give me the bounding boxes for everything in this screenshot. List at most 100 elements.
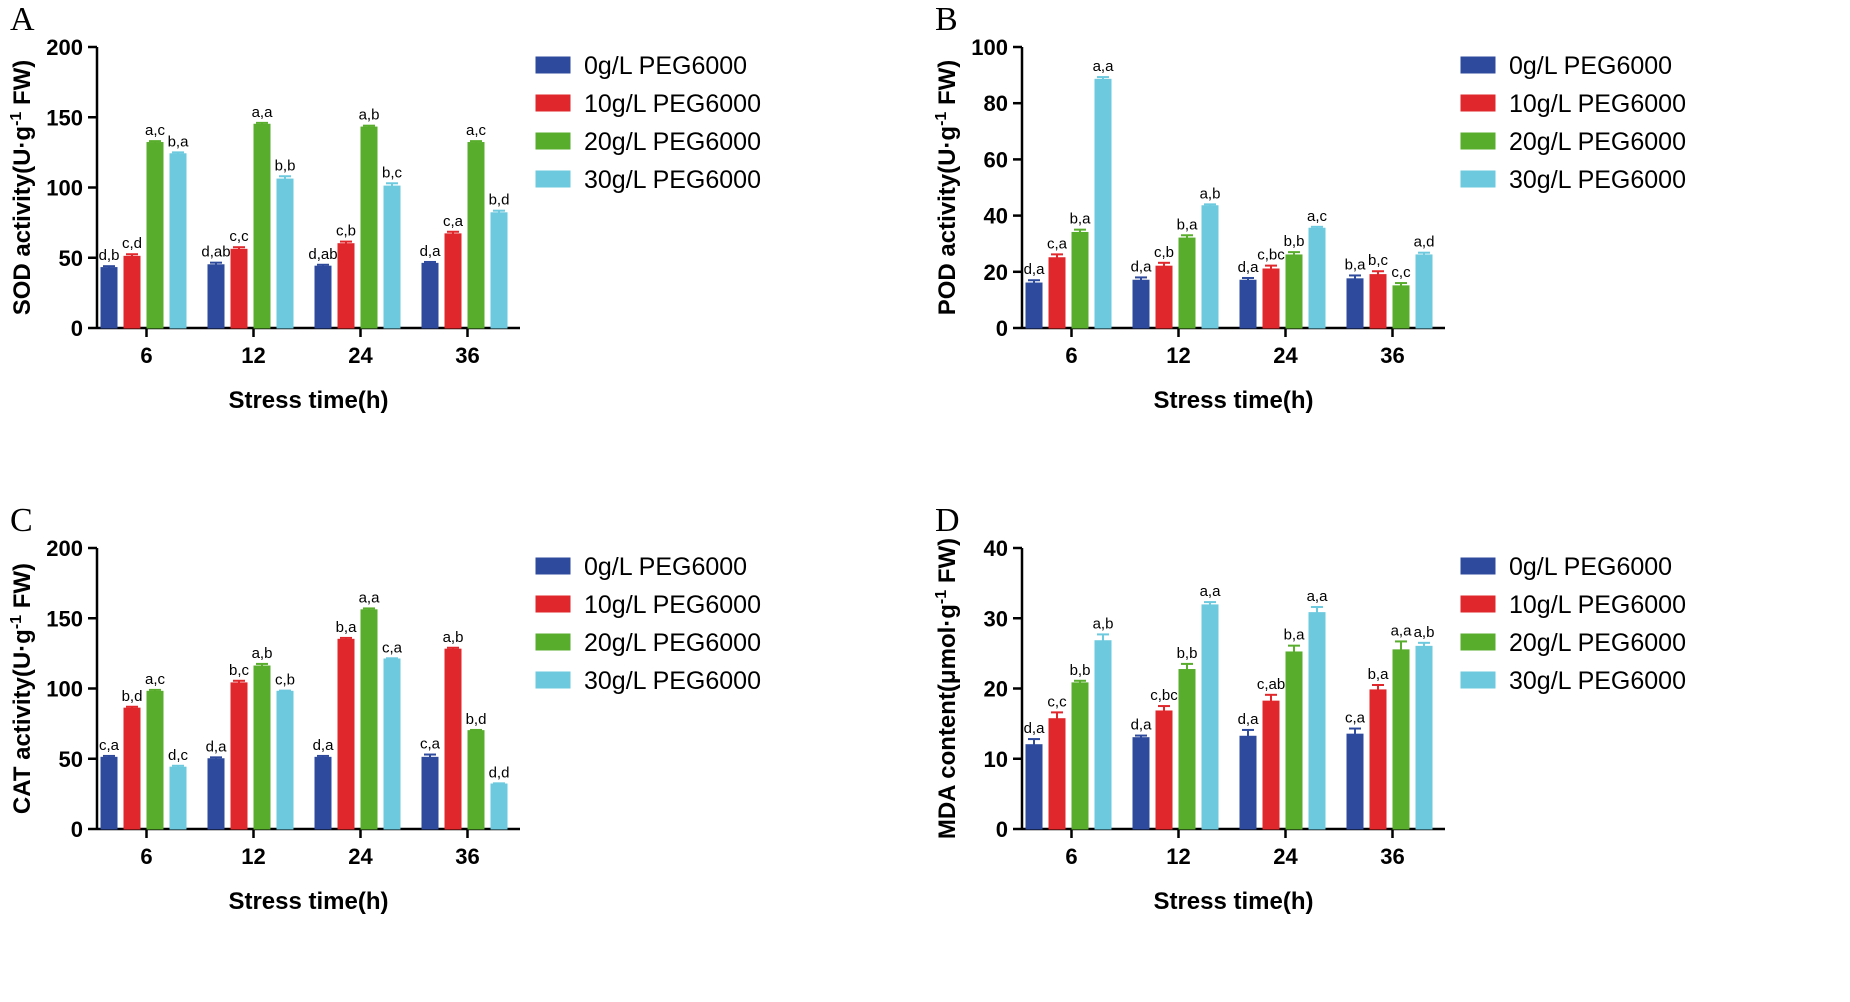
y-tick-label: 60: [984, 147, 1008, 172]
significance-label: c,c: [229, 228, 249, 245]
panel-a: A 0 50 100 150 200 6 12 24 36 d,b d,ab d,ab d,a c,d c,c…: [0, 0, 925, 501]
significance-label: a,a: [252, 104, 274, 121]
legend-label: 20g/L PEG6000: [584, 128, 761, 156]
y-axis-title-main: MDA content(μmol·g: [934, 604, 961, 839]
significance-label: c,a: [382, 639, 403, 656]
x-tick-label: 12: [1166, 844, 1190, 869]
bar: [314, 265, 332, 329]
x-axis-title: Stress time(h): [1153, 888, 1313, 915]
significance-label: b,a: [336, 619, 358, 636]
panel-letter-b: B: [935, 1, 958, 38]
y-tick-label: 40: [984, 204, 1008, 229]
legend-swatch: [1460, 94, 1496, 112]
bar: [1308, 227, 1326, 329]
significance-label: b,a: [1177, 216, 1199, 233]
x-tick-label: 24: [348, 844, 373, 869]
legend-swatch: [1460, 633, 1496, 651]
legend-label: 20g/L PEG6000: [1509, 128, 1686, 156]
significance-label: b,d: [489, 192, 510, 209]
legend-label: 20g/L PEG6000: [584, 629, 761, 657]
significance-label: d,a: [420, 243, 442, 260]
bar: [337, 243, 355, 329]
bar: [490, 212, 508, 329]
legend-swatch: [535, 595, 571, 613]
bar: [314, 756, 332, 830]
bar: [1239, 279, 1257, 329]
bar: [360, 126, 378, 329]
y-tick-label: 50: [59, 246, 83, 271]
bar: [1025, 744, 1043, 830]
x-axis-title: Stress time(h): [1153, 387, 1313, 414]
bar: [169, 153, 187, 329]
bar: [276, 690, 294, 830]
x-axis-title: Stress time(h): [228, 888, 388, 915]
significance-label: d,a: [1238, 711, 1260, 728]
legend-swatch: [1460, 170, 1496, 188]
x-tick-label: 36: [1380, 343, 1404, 368]
bar: [1308, 612, 1326, 830]
bar: [467, 142, 485, 329]
significance-label: d,a: [313, 737, 335, 754]
legend-label: 0g/L PEG6000: [584, 553, 747, 581]
y-axis-title-sup: -1: [8, 615, 25, 629]
significance-label: c,b: [1154, 244, 1174, 261]
significance-label: b,a: [1070, 211, 1092, 228]
y-axis-title-tail: FW): [934, 538, 961, 590]
significance-label: d,c: [168, 747, 189, 764]
significance-label: c,a: [443, 213, 464, 230]
y-tick-label: 0: [71, 316, 83, 341]
significance-label: a,c: [466, 122, 487, 139]
significance-label: d,ab: [308, 246, 337, 263]
x-tick-label: 6: [1065, 343, 1077, 368]
bar: [1201, 205, 1219, 329]
bar: [1155, 710, 1173, 830]
significance-label: c,d: [122, 235, 142, 252]
bar: [123, 255, 141, 329]
legend-label: 0g/L PEG6000: [1509, 553, 1672, 581]
bar: [1369, 689, 1387, 830]
chart-a: A 0 50 100 150 200 6 12 24 36 d,b d,ab d,ab d,a c,d c,c…: [8, 1, 761, 414]
significance-label: b,c: [1368, 252, 1389, 269]
bar: [169, 766, 187, 830]
legend-label: 10g/L PEG6000: [1509, 90, 1686, 118]
bar: [1262, 700, 1280, 830]
y-tick-label: 80: [984, 91, 1008, 116]
y-axis-title-main: SOD activity(U·g: [9, 126, 36, 315]
significance-label: d,a: [1131, 717, 1153, 734]
y-axis-title-tail: FW): [934, 60, 961, 112]
legend-swatch: [535, 56, 571, 74]
panel-d: D 0 10 20 30 40 6 12 24 36 d,a d,a d,a c,a c,c c,bc c,ab…: [925, 501, 1850, 1002]
legend-swatch: [1460, 132, 1496, 150]
bar: [1285, 651, 1303, 830]
legend-swatch: [1460, 595, 1496, 613]
y-axis-title: MDA content(μmol·g-1 FW): [933, 538, 961, 839]
bar: [253, 665, 271, 830]
significance-label: c,bc: [1257, 247, 1285, 264]
y-tick-label: 10: [984, 747, 1008, 772]
significance-label: a,a: [1391, 622, 1413, 639]
panel-letter-d: D: [935, 502, 960, 539]
legend-swatch: [535, 633, 571, 651]
bar: [467, 730, 485, 830]
y-axis-title: SOD activity(U·g-1 FW): [8, 60, 36, 316]
bar: [100, 756, 118, 830]
legend-label: 30g/L PEG6000: [1509, 166, 1686, 194]
legend-label: 0g/L PEG6000: [584, 52, 747, 80]
legend-label: 20g/L PEG6000: [1509, 629, 1686, 657]
y-axis-title-main: CAT activity(U·g: [9, 629, 36, 814]
significance-label: b,c: [229, 662, 250, 679]
bar: [207, 758, 225, 830]
significance-label: b,d: [122, 688, 143, 705]
bar: [1415, 645, 1433, 830]
bar: [421, 262, 439, 329]
legend-label: 0g/L PEG6000: [1509, 52, 1672, 80]
bar: [146, 690, 164, 830]
x-axis-title: Stress time(h): [228, 387, 388, 414]
bar: [490, 783, 508, 830]
legend-swatch: [535, 170, 571, 188]
bar: [1262, 268, 1280, 329]
significance-label: b,b: [1070, 662, 1091, 679]
bar: [1155, 265, 1173, 329]
significance-label: d,a: [206, 738, 228, 755]
